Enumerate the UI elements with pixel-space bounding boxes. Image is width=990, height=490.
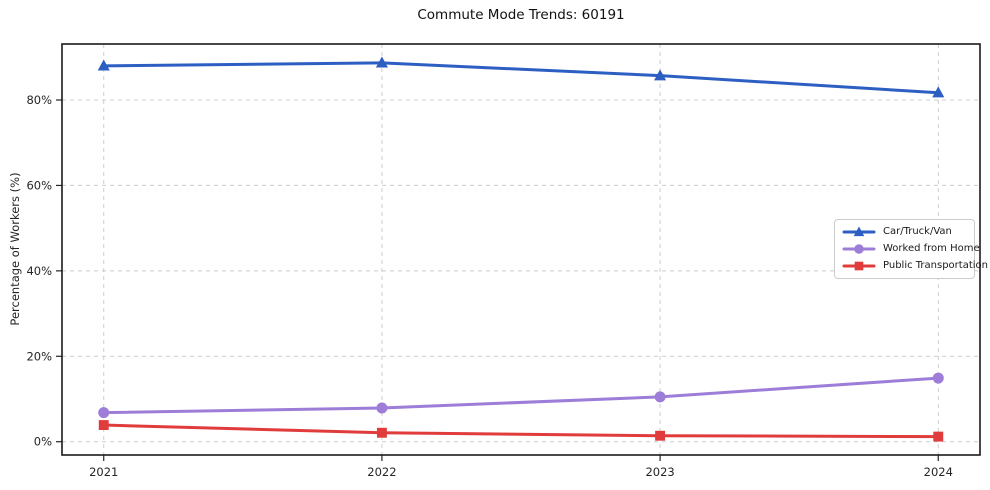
legend-item-worked-from-home: Worked from Home (842, 242, 980, 256)
svg-text:2024: 2024 (924, 465, 953, 479)
y-axis-label: Percentage of Workers (%) (8, 172, 22, 326)
svg-text:2023: 2023 (645, 465, 674, 479)
svg-text:60%: 60% (26, 178, 52, 192)
legend-label: Worked from Home (883, 243, 980, 254)
svg-text:2021: 2021 (89, 465, 118, 479)
legend-item-car-truck-van: Car/Truck/Van (842, 225, 967, 239)
svg-text:40%: 40% (26, 264, 52, 278)
legend-item-public-transportation: Public Transportation (842, 259, 988, 273)
svg-text:0%: 0% (34, 435, 52, 449)
chart-title: Commute Mode Trends: 60191 (417, 7, 625, 23)
legend-label: Car/Truck/Van (883, 226, 952, 237)
svg-text:80%: 80% (26, 93, 52, 107)
legend: Car/Truck/Van Worked from Home Public Tr… (834, 219, 988, 279)
public-transportation-legend-marker-icon (842, 261, 876, 271)
svg-text:20%: 20% (26, 349, 52, 363)
legend-label: Public Transportation (883, 260, 988, 271)
svg-text:2022: 2022 (367, 465, 396, 479)
car-truck-van-legend-marker-icon (842, 226, 876, 237)
worked-from-home-legend-marker-icon (842, 244, 876, 254)
